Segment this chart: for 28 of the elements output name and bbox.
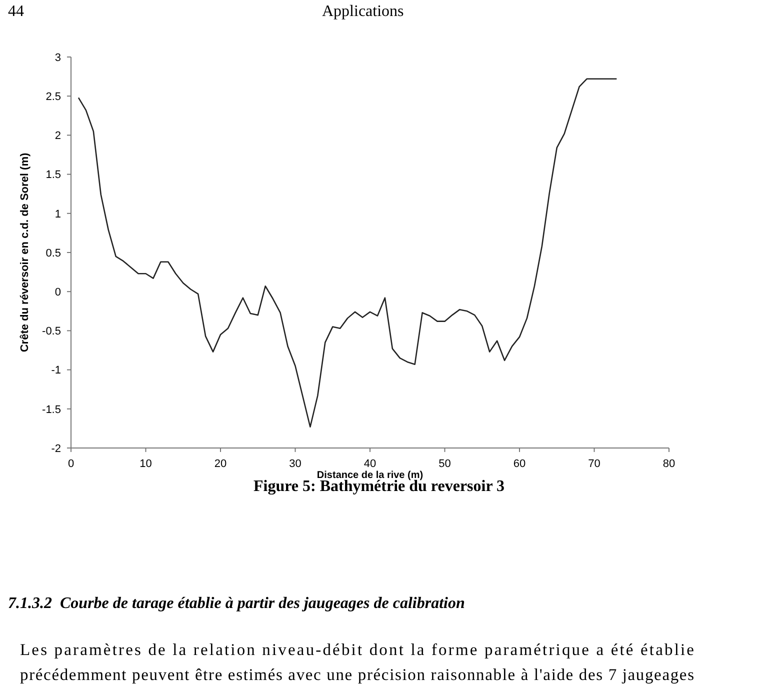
y-tick-label: -1 <box>51 364 61 377</box>
x-tick-label: 40 <box>364 458 376 470</box>
y-tick-label: 2.5 <box>46 90 61 103</box>
y-tick-label: -1.5 <box>42 404 61 416</box>
y-tick-label: -2 <box>51 442 61 455</box>
x-tick-label: 70 <box>588 458 600 470</box>
x-tick-label: 60 <box>513 458 526 470</box>
y-tick-label: 1.5 <box>46 169 61 182</box>
y-tick-label: 3 <box>54 52 61 64</box>
text: 7.1.3.2 Courbe de tarage établie à partir des jaugeages de calibration <box>8 595 465 612</box>
text: Les paramètres de la relation niveau-débit dont la forme paramétrique a été établie <box>20 640 694 659</box>
x-tick-label: 50 <box>438 458 451 470</box>
text: précédemment peuvent être estimés avec une précision raisonnable à l'aide des 7 jaugeages <box>20 665 694 684</box>
y-tick-label: 1 <box>54 208 61 220</box>
x-tick-label: 0 <box>68 458 74 470</box>
y-tick-label: 0 <box>54 286 61 298</box>
y-axis-title: Crête du réversoir en c.d. de Sorel (m) <box>19 152 31 352</box>
x-axis-title: Distance de la rive (m) <box>316 470 424 481</box>
x-tick-label: 30 <box>289 458 302 470</box>
line-series <box>78 78 618 428</box>
y-tick-label: -0.5 <box>42 326 61 338</box>
x-tick-label: 80 <box>662 458 676 470</box>
text: Applications <box>322 3 404 20</box>
x-tick-label: 10 <box>140 458 152 470</box>
text: 44 <box>8 3 24 20</box>
y-tick-label: 2 <box>54 130 61 142</box>
y-tick-label: 0.5 <box>46 247 61 260</box>
x-tick-label: 20 <box>214 458 227 470</box>
